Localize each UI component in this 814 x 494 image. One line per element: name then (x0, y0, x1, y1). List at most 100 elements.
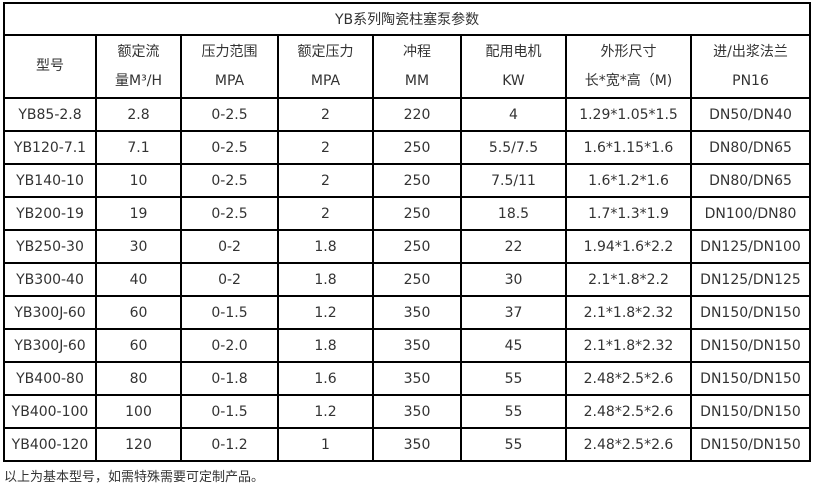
table-cell: 0-1.5 (180, 394, 279, 429)
table-cell: 1.2 (277, 295, 374, 330)
table-cell: 2.8 (95, 97, 182, 132)
header-line1: 冲程 (403, 43, 431, 60)
header-line1: 进/出浆法兰 (713, 43, 788, 60)
table-cell: DN125/DN100 (689, 229, 812, 264)
column-header: 额定流量M³/H (95, 34, 182, 99)
column-header: 冲程 MM (372, 34, 462, 99)
table-cell: 2 (277, 130, 374, 165)
table-cell: 350 (372, 427, 462, 462)
table-cell: 60 (95, 328, 182, 363)
header-line2: MM (404, 72, 430, 89)
header-line1: 压力范围 (201, 43, 258, 60)
table-cell: 1.7*1.3*1.9 (565, 196, 692, 231)
table-cell: 1.6*1.2*1.6 (565, 163, 692, 198)
table-cell: YB400-100 (3, 394, 97, 429)
table-cell: YB85-2.8 (3, 97, 97, 132)
header-line2: PN16 (732, 72, 769, 89)
table-row: YB400-80 80 0-1.8 1.6 350 55 2.48*2.5*2.6 DN150… (3, 361, 812, 396)
pump-spec-table: YB系列陶瓷柱塞泵参数 型号 额定流 量M³/H 压力范围 MPA 额定压力 MPA 冲程 MM… (2, 2, 812, 462)
table-cell: YB120-7.1 (3, 130, 97, 165)
column-header: 外形尺寸 长*宽*高（M) (565, 34, 692, 99)
table-cell: DN150/DN150 (689, 328, 812, 363)
table-row: YB85-2.8 2.8 0-2.5 2 220 4 1.29*1.05*1.5 DN50/D… (3, 97, 812, 132)
table-cell: 0-2 (180, 229, 279, 264)
table-cell: 0-2.0 (180, 328, 279, 363)
table-row: YB120-7.1 7.1 0-2.5 2 250 5.5/7.5 1.6*1.15*1.6… (3, 130, 812, 165)
table-cell: 1.94*1.6*2.2 (565, 229, 692, 264)
table-cell: DN80/DN65 (689, 130, 812, 165)
table-cell: 350 (372, 394, 462, 429)
column-header: 配用电机 KW (460, 34, 567, 99)
table-row: YB140-10 10 0-2.5 2 250 7.5/11 1.6*1.2*1.6 DN80… (3, 163, 812, 198)
table-cell: 350 (372, 361, 462, 396)
table-row: YB300J-60 60 0-2.0 1.8 350 45 2.1*1.8*2.32 DN15… (3, 328, 812, 363)
column-header: 进/出浆法兰 PN16 (689, 34, 812, 99)
table-cell: 55 (460, 394, 567, 429)
table-cell: 100 (95, 394, 182, 429)
table-cell: 55 (460, 427, 567, 462)
table-cell: 45 (460, 328, 567, 363)
table-cell: 0-1.2 (180, 427, 279, 462)
header-line1: 额定压力 (297, 43, 354, 60)
table-cell: YB400-80 (3, 361, 97, 396)
table-cell: 2.1*1.8*2.32 (565, 295, 692, 330)
table-cell: 350 (372, 295, 462, 330)
table-cell: 0-2.5 (180, 196, 279, 231)
table-cell: 4 (460, 97, 567, 132)
table-cell: 220 (372, 97, 462, 132)
table-cell: 250 (372, 130, 462, 165)
table-cell: 0-1.5 (180, 295, 279, 330)
table-cell: YB300J-60 (3, 328, 97, 363)
table-cell: 1.6 (277, 361, 374, 396)
table-cell: DN50/DN40 (689, 97, 812, 132)
table-cell: 2.48*2.5*2.6 (565, 394, 692, 429)
table-cell: 80 (95, 361, 182, 396)
table-cell: YB200-19 (3, 196, 97, 231)
header-row: 型号 额定流 量M³/H 压力范围 MPA 额定压力 MPA 冲程 MM 配用电机 KW 外形尺寸 长*… (3, 34, 812, 99)
table-cell: 2.1*1.8*2.2 (565, 262, 692, 297)
table-row: YB400-120 120 0-1.2 1 350 55 2.48*2.5*2.6 DN150… (3, 427, 812, 462)
table-cell: 30 (95, 229, 182, 264)
table-cell: 0-2.5 (180, 130, 279, 165)
table-cell: 19 (95, 196, 182, 231)
table-row: YB400-100 100 0-1.5 1.2 350 55 2.48*2.5*2.6 DN1… (3, 394, 812, 429)
column-header: 压力范围 MPA (180, 34, 279, 99)
table-cell: DN80/DN65 (689, 163, 812, 198)
table-cell: 0-2.5 (180, 163, 279, 198)
header-line1: 外形尺寸 (600, 43, 657, 60)
header-line2: KW (502, 72, 525, 89)
table-cell: 5.5/7.5 (460, 130, 567, 165)
table-cell: DN150/DN150 (689, 394, 812, 429)
table-cell: 0-2.5 (180, 97, 279, 132)
table-cell: 2 (277, 97, 374, 132)
table-cell: 1.8 (277, 229, 374, 264)
table-row: YB250-30 30 0-2 1.8 250 22 1.94*1.6*2.2 DN125/D… (3, 229, 812, 264)
header-line2: 量M³/H (115, 72, 162, 89)
header-line1: 额定流 (117, 43, 160, 60)
table-cell: 1.2 (277, 394, 374, 429)
column-header: 额定压力 MPA (277, 34, 374, 99)
header-line2: MPA (214, 72, 245, 89)
table-row: YB300J-60 60 0-1.5 1.2 350 37 2.1*1.8*2.32 DN15… (3, 295, 812, 330)
table-cell: YB300J-60 (3, 295, 97, 330)
table-cell: 1.8 (277, 328, 374, 363)
table-title: YB系列陶瓷柱塞泵参数 (2, 2, 812, 36)
table-cell: 2 (277, 196, 374, 231)
header-line1: 型号 (36, 58, 64, 74)
table-cell: YB250-30 (3, 229, 97, 264)
table-cell: 40 (95, 262, 182, 297)
table-cell: YB400-120 (3, 427, 97, 462)
table-cell: 250 (372, 196, 462, 231)
table-cell: 30 (460, 262, 567, 297)
table-cell: 18.5 (460, 196, 567, 231)
table-row: YB300-40 40 0-2 1.8 250 30 2.1*1.8*2.2 DN125/DN… (3, 262, 812, 297)
table-cell: 0-1.8 (180, 361, 279, 396)
table-cell: DN150/DN150 (689, 427, 812, 462)
header-line1: 配用电机 (485, 43, 542, 60)
table-cell: DN125/DN125 (689, 262, 812, 297)
table-cell: 1.8 (277, 262, 374, 297)
table-cell: 2.48*2.5*2.6 (565, 361, 692, 396)
table-cell: DN150/DN150 (689, 361, 812, 396)
table-cell: 120 (95, 427, 182, 462)
table-cell: YB140-10 (3, 163, 97, 198)
